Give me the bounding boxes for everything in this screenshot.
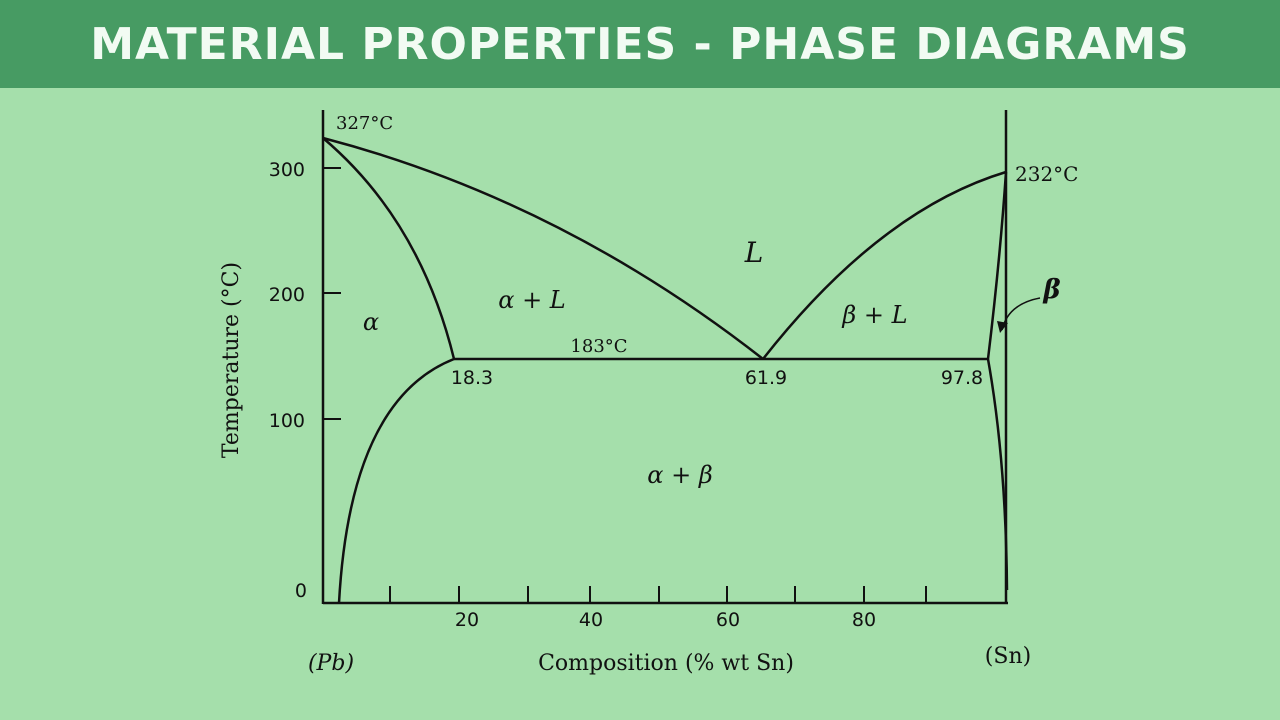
y-axis-label: Temperature (°C) (219, 262, 244, 458)
beta-composition-label: 97.8 (941, 367, 983, 389)
y-tick-label: 300 (269, 159, 305, 181)
phase-boundaries (322, 136, 1041, 604)
page-title: MATERIAL PROPERTIES - PHASE DIAGRAMS (90, 18, 1190, 70)
y-tick-label: 200 (269, 284, 305, 306)
solidus-beta (986, 171, 1008, 360)
title-banner: MATERIAL PROPERTIES - PHASE DIAGRAMS (0, 0, 1280, 88)
phase-label-beta-liquid: β + L (841, 301, 907, 329)
eutectic-composition-label: 61.9 (745, 367, 787, 389)
solvus-alpha (337, 357, 455, 604)
y-tick-label: 100 (269, 410, 305, 432)
x-tick-label: 20 (455, 609, 479, 631)
pb-end-label: (Pb) (308, 651, 354, 676)
liquidus-left (322, 136, 764, 360)
x-tick-label: 40 (579, 609, 603, 631)
liquidus-right (762, 170, 1007, 360)
x-axis-label: Composition (% wt Sn) (538, 651, 794, 676)
phase-label-alpha: α (363, 308, 379, 336)
pb-melting-point-label: 327°C (336, 113, 393, 134)
phase-label-alpha-beta: α + β (647, 461, 712, 489)
solidus-alpha (322, 137, 456, 360)
eutectic-temperature-label: 183°C (570, 336, 627, 357)
x-tick-label: 80 (852, 609, 876, 631)
phase-label-alpha-liquid: α + L (498, 286, 566, 314)
sn-melting-point-label: 232°C (1015, 162, 1078, 186)
x-tick-label: 60 (716, 609, 740, 631)
sn-end-label: (Sn) (985, 644, 1031, 669)
phase-label-beta: β (1042, 275, 1060, 305)
y-ticks (323, 167, 341, 420)
beta-pointer-arrow-icon (997, 321, 1008, 333)
solvus-beta (986, 358, 1009, 591)
x-ticks (389, 586, 927, 603)
phase-label-liquid: L (744, 236, 764, 269)
beta-pointer-line (1001, 297, 1041, 331)
y-tick-label: 0 (295, 580, 307, 602)
alpha-composition-label: 18.3 (451, 367, 493, 389)
